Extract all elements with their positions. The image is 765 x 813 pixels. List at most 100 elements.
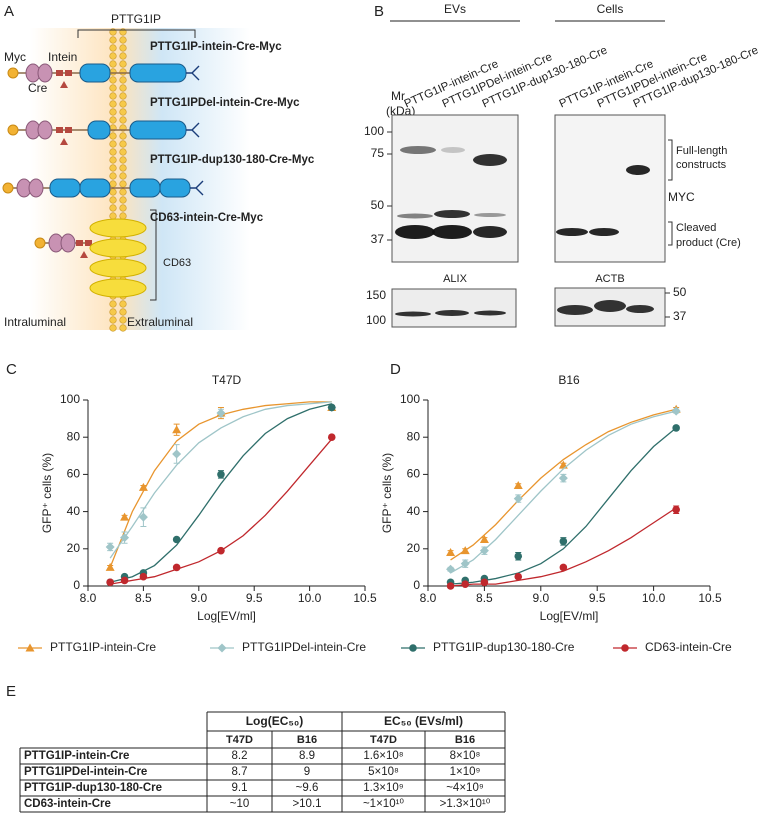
lipid [119, 172, 127, 180]
lipid [109, 148, 117, 156]
annotation: Full-length [676, 145, 727, 157]
lipid [109, 140, 117, 148]
point [559, 563, 568, 572]
lipid [109, 324, 117, 332]
lipid [109, 204, 117, 212]
cleavage-site [80, 251, 88, 258]
band [473, 226, 507, 238]
y-tick-label: 20 [67, 541, 81, 555]
band [397, 213, 433, 219]
lipid [119, 52, 127, 60]
point [105, 562, 115, 571]
table-cell: ~10 [230, 798, 250, 810]
table-cell: >10.1 [292, 798, 321, 810]
lipid [109, 316, 117, 324]
x-tick-label: 10.0 [298, 591, 322, 605]
y-tick-label: 20 [407, 541, 421, 555]
table-row-label: PTTG1IP-dup130-180-Cre [24, 782, 162, 794]
intraluminal: Intraluminal [4, 315, 66, 329]
lipid [109, 44, 117, 52]
fit-curve [109, 401, 332, 559]
lipid [119, 76, 127, 84]
y-tick-label: 40 [407, 504, 421, 518]
lipid [119, 132, 127, 140]
myc-tag [34, 237, 46, 249]
lipid [119, 316, 127, 324]
band [435, 310, 469, 316]
lipid [109, 76, 117, 84]
lipid [119, 196, 127, 204]
point [172, 563, 181, 572]
table-group-header: EC₅₀ (EVs/ml) [384, 714, 463, 728]
point [105, 542, 115, 552]
point [138, 512, 148, 522]
lipid [119, 108, 127, 116]
point [513, 481, 523, 490]
panel-label: A [4, 3, 14, 20]
point [479, 546, 489, 556]
construct-label: PTTG1IP-intein-Cre-Myc [150, 41, 282, 53]
band [474, 213, 506, 217]
cleavage-site [60, 81, 68, 88]
lipid [119, 324, 127, 332]
lipid [119, 116, 127, 124]
domain [159, 178, 191, 198]
lipid [119, 36, 127, 44]
point [327, 433, 336, 442]
lipid [119, 212, 127, 220]
table-sub-header: B16 [455, 734, 475, 746]
point [216, 408, 226, 418]
point [479, 535, 489, 543]
fit-curve [450, 410, 677, 574]
table-cell: ~1×10¹⁰ [363, 798, 404, 810]
lipid [119, 156, 127, 164]
x-tick-label: 9.0 [190, 591, 207, 605]
point [217, 546, 225, 555]
panel-label: D [390, 361, 401, 378]
lipid [119, 68, 127, 76]
lipid [109, 156, 117, 164]
blot [391, 114, 519, 263]
fit-curve [110, 403, 332, 583]
intein [56, 127, 63, 133]
lipid [119, 44, 127, 52]
marker-label: 50 [371, 198, 385, 212]
table-sub-header: T47D [370, 734, 397, 746]
lipid [119, 100, 127, 108]
band [626, 165, 650, 175]
annotation: constructs [676, 159, 727, 171]
table-cell: ~4×10⁹ [446, 782, 484, 794]
lipid [109, 52, 117, 60]
myc-tag [7, 67, 19, 79]
panel-label: B [374, 3, 384, 20]
lipid [109, 300, 117, 308]
point [513, 494, 523, 504]
myc-label: Myc [4, 50, 26, 64]
lipid [119, 148, 127, 156]
y-tick-label: 60 [407, 467, 421, 481]
table-cell: >1.3×10¹⁰ [440, 798, 491, 810]
lipid [119, 300, 127, 308]
cd63-label: CD63 [163, 257, 191, 269]
point [672, 424, 680, 432]
panel-label: C [6, 361, 17, 378]
point [409, 644, 417, 652]
table-row-label: PTTG1IPDel-intein-Cre [24, 766, 147, 778]
marker-label: 75 [371, 146, 385, 160]
lipid [109, 172, 117, 180]
annotation: Cleaved [676, 222, 716, 234]
lipid [109, 60, 117, 68]
domain [79, 63, 111, 83]
cre [37, 63, 53, 83]
domain [79, 178, 111, 198]
point [671, 406, 681, 416]
lipid [109, 188, 117, 196]
x-tick-label: 9.0 [532, 591, 549, 605]
band [594, 300, 626, 312]
point [446, 564, 456, 574]
table-cell: 1.6×10⁸ [363, 750, 403, 762]
fit-curve [450, 408, 677, 561]
cre [60, 233, 76, 253]
y-tick-label: 0 [73, 578, 80, 592]
